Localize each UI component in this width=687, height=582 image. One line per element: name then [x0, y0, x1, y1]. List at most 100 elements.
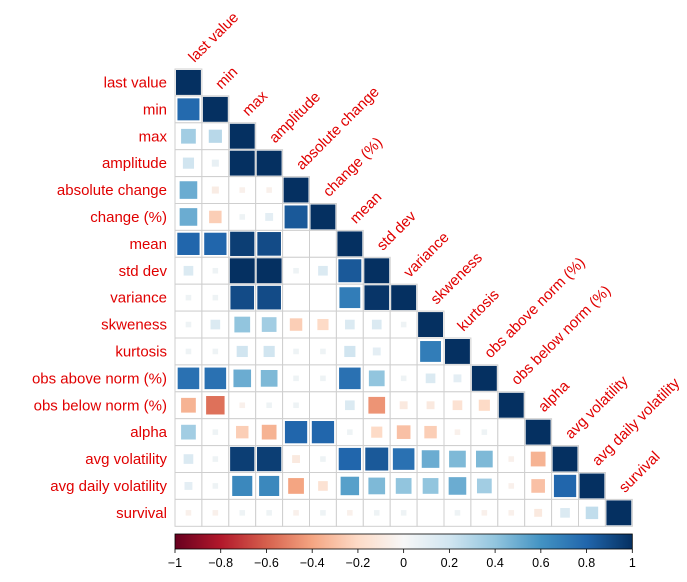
correlation-square: [204, 367, 227, 390]
correlation-square: [373, 510, 380, 516]
row-label: skweness: [101, 317, 167, 334]
correlation-square: [320, 348, 326, 355]
cell-grid: [255, 176, 284, 205]
correlation-square: [371, 319, 382, 330]
correlation-square: [448, 477, 467, 495]
column-label: max: [239, 87, 271, 119]
correlation-square: [259, 475, 280, 496]
cell-grid: [282, 283, 311, 312]
correlation-square: [317, 318, 329, 331]
colorbar-tick-label: 0.8: [578, 556, 595, 570]
row-label: kurtosis: [115, 343, 167, 360]
correlation-square: [212, 348, 219, 355]
correlation-square: [261, 424, 277, 440]
cell-grid: [416, 498, 445, 527]
correlation-square: [208, 129, 222, 143]
correlation-square: [284, 205, 308, 229]
correlation-square: [553, 474, 577, 498]
correlation-square: [257, 446, 282, 472]
row-label: mean: [129, 236, 167, 253]
column-label: variance: [400, 229, 452, 281]
correlation-square: [420, 341, 441, 362]
correlation-square: [391, 285, 417, 311]
correlation-square: [534, 508, 543, 517]
column-label: obs below norm (%): [508, 282, 614, 388]
correlation-square: [232, 475, 253, 496]
correlation-square: [347, 510, 353, 516]
correlation-square: [481, 429, 488, 435]
correlation-square: [185, 348, 192, 355]
row-label: absolute change: [57, 182, 167, 199]
correlation-square: [400, 510, 407, 516]
correlation-square: [320, 456, 326, 462]
correlation-square: [579, 473, 605, 499]
colorbar-tick-label: 0.2: [441, 556, 458, 570]
correlation-square: [266, 402, 272, 409]
correlation-square: [368, 477, 386, 495]
correlation-square: [183, 454, 194, 464]
correlation-square: [234, 316, 251, 333]
correlation-square: [531, 479, 545, 493]
correlation-square: [257, 232, 281, 256]
correlation-square: [392, 448, 415, 470]
correlation-square: [204, 232, 227, 255]
correlation-square: [347, 429, 353, 435]
colorbar-tick-label: 1: [629, 556, 636, 570]
row-label: avg volatility: [85, 451, 167, 468]
correlation-square: [293, 267, 299, 274]
correlation-square: [256, 150, 282, 176]
correlation-square: [211, 159, 219, 167]
cell-grid: [174, 498, 203, 527]
correlation-square: [424, 425, 437, 439]
correlation-square: [476, 478, 492, 494]
column-label: kurtosis: [454, 286, 503, 335]
colorbar-tick-label: 0.6: [532, 556, 549, 570]
colorbar-tick-label: −0.6: [254, 556, 279, 570]
row-label: alpha: [130, 424, 167, 441]
correlation-square: [212, 510, 219, 516]
correlation-square: [185, 321, 192, 328]
correlation-square: [426, 401, 435, 410]
correlation-square: [182, 157, 195, 169]
correlation-square: [560, 508, 570, 518]
cell-grid: [201, 149, 230, 178]
correlation-square: [257, 285, 281, 310]
correlation-square: [184, 482, 193, 490]
correlation-square: [340, 476, 360, 496]
correlation-square: [399, 401, 408, 410]
correlation-square: [475, 450, 493, 468]
correlation-square: [212, 267, 219, 274]
correlation-square: [210, 319, 221, 330]
column-label: obs above norm (%): [481, 254, 589, 362]
correlation-square: [266, 187, 272, 193]
cell-grid: [309, 283, 337, 312]
correlation-square: [339, 367, 361, 390]
correlation-square: [293, 402, 299, 409]
column-label: mean: [347, 189, 386, 228]
row-label: survival: [116, 505, 167, 522]
correlation-square: [418, 312, 443, 337]
correlation-square: [525, 419, 551, 445]
correlation-square: [606, 500, 632, 526]
row-label: avg daily volatility: [50, 478, 167, 495]
colorbar-tick-label: −0.8: [208, 556, 233, 570]
correlation-square: [372, 347, 381, 356]
row-label: max: [139, 128, 168, 145]
correlation-square: [400, 375, 407, 382]
cell-grid: [282, 229, 311, 258]
correlation-square: [498, 392, 524, 418]
correlation-square: [177, 367, 200, 390]
column-label: last value: [185, 9, 242, 66]
correlation-square: [256, 258, 282, 284]
row-label: variance: [110, 290, 167, 307]
correlation-square: [177, 232, 200, 255]
correlation-square: [292, 455, 300, 463]
correlation-square: [177, 98, 200, 121]
column-label: survival: [616, 448, 664, 496]
cell-grid: [309, 391, 337, 420]
colorbar-tick-label: −0.2: [346, 556, 371, 570]
correlation-square: [266, 510, 272, 516]
colorbar-tick-label: −1: [168, 556, 182, 570]
correlation-square: [236, 425, 249, 439]
